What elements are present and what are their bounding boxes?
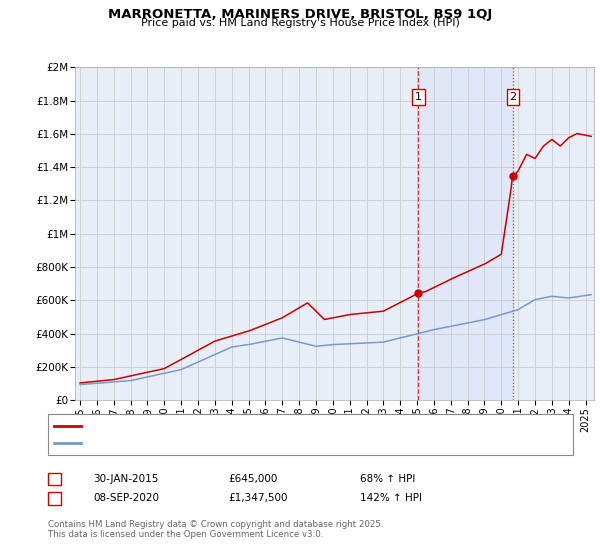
Text: Contains HM Land Registry data © Crown copyright and database right 2025.
This d: Contains HM Land Registry data © Crown c… xyxy=(48,520,383,539)
Text: 2: 2 xyxy=(509,92,517,102)
Text: £645,000: £645,000 xyxy=(228,474,277,484)
Bar xyxy=(418,67,513,400)
Text: Price paid vs. HM Land Registry's House Price Index (HPI): Price paid vs. HM Land Registry's House … xyxy=(140,18,460,28)
Text: 68% ↑ HPI: 68% ↑ HPI xyxy=(360,474,415,484)
Text: 2: 2 xyxy=(51,493,58,503)
Text: MARRONETTA, MARINERS DRIVE, BRISTOL, BS9 1QJ (detached house): MARRONETTA, MARINERS DRIVE, BRISTOL, BS9… xyxy=(87,421,433,431)
Text: HPI: Average price, detached house, City of Bristol: HPI: Average price, detached house, City… xyxy=(87,438,338,449)
Text: 1: 1 xyxy=(415,92,422,102)
Text: MARRONETTA, MARINERS DRIVE, BRISTOL, BS9 1QJ: MARRONETTA, MARINERS DRIVE, BRISTOL, BS9… xyxy=(108,8,492,21)
Text: £1,347,500: £1,347,500 xyxy=(228,493,287,503)
Text: 142% ↑ HPI: 142% ↑ HPI xyxy=(360,493,422,503)
Text: 30-JAN-2015: 30-JAN-2015 xyxy=(93,474,158,484)
Text: 1: 1 xyxy=(51,474,58,484)
Text: 08-SEP-2020: 08-SEP-2020 xyxy=(93,493,159,503)
